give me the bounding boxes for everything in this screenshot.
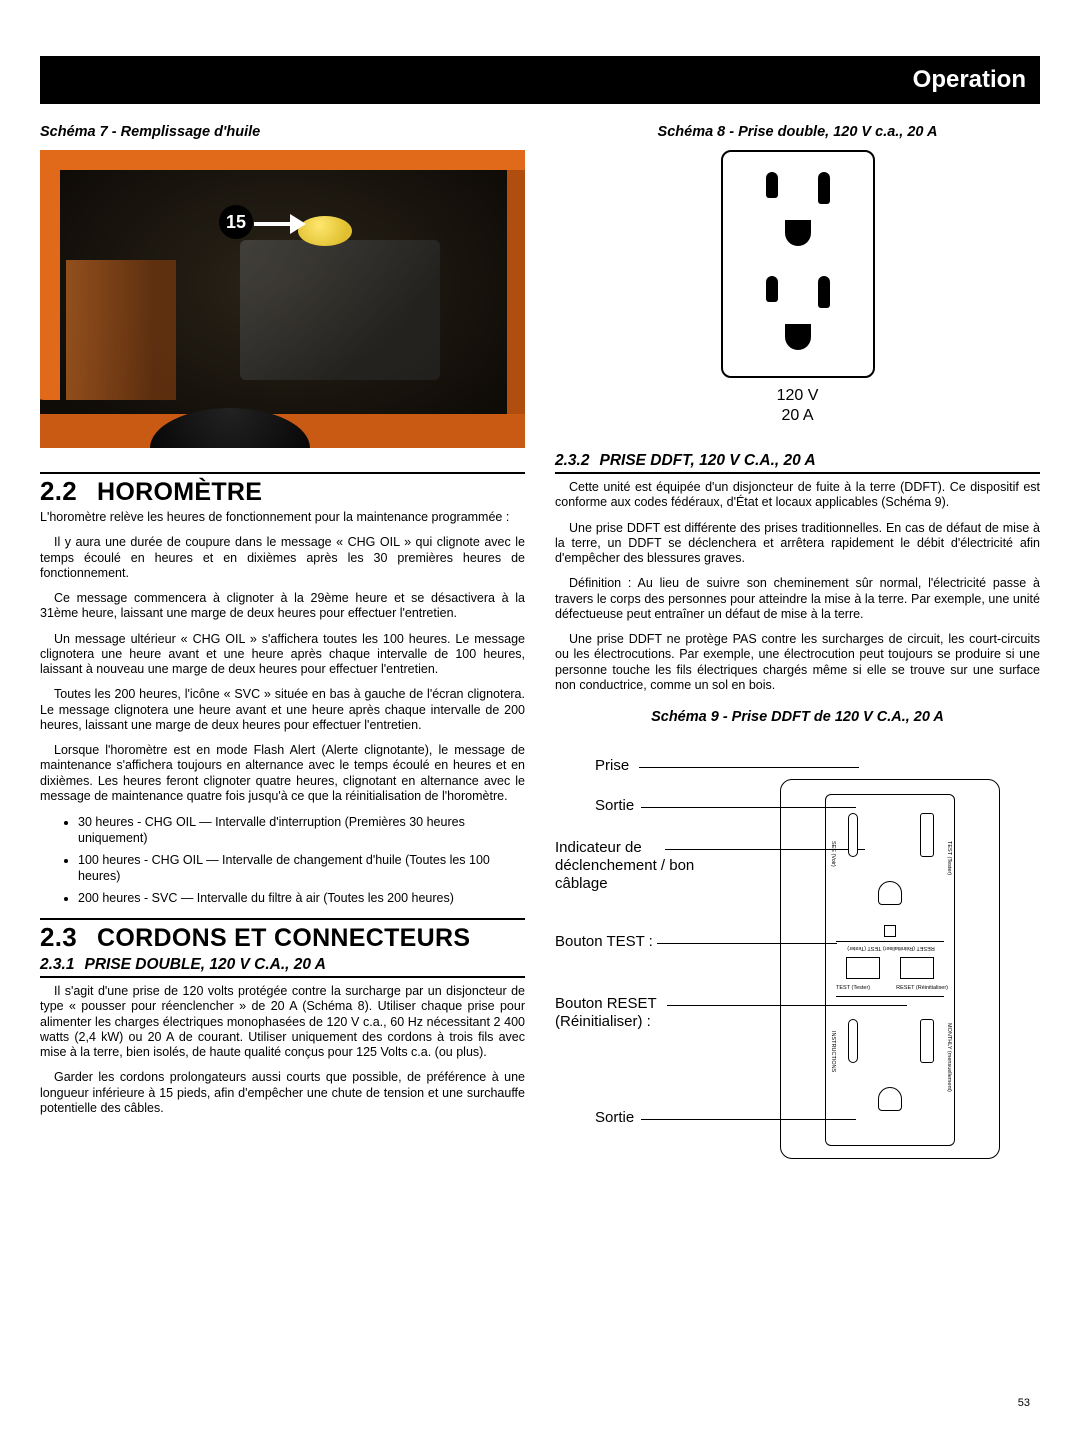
sub-title: PRISE DOUBLE, 120 V C.A., 20 A [84, 956, 325, 974]
para: Une prise DDFT ne protège PAS contre les… [555, 632, 1040, 693]
section-2-2-head: 2.2 HOROMÈTRE [40, 476, 525, 507]
para: Il s'agit d'une prise de 120 volts proté… [40, 984, 525, 1060]
page-number: 53 [1018, 1397, 1030, 1409]
sec-title: CORDONS ET CONNECTEURS [97, 924, 470, 953]
outlet-volts: 120 V [555, 386, 1040, 406]
header-bar: Operation [40, 56, 1040, 104]
section-2-3-head: 2.3 CORDONS ET CONNECTEURS [40, 922, 525, 953]
bullet-list: 30 heures - CHG OIL — Intervalle d'inter… [78, 814, 525, 906]
sub-num: 2.3.1 [40, 956, 74, 974]
tiny-text: SEE (Voir) [830, 841, 836, 867]
bullet-item: 100 heures - CHG OIL — Intervalle de cha… [78, 852, 525, 884]
content-columns: Schéma 7 - Remplissage d'huile 15 2.2 HO… [0, 104, 1080, 1179]
sub-2-3-2-head: 2.3.2 PRISE DDFT, 120 V C.A., 20 A [555, 452, 1040, 470]
sub-title: PRISE DDFT, 120 V C.A., 20 A [599, 452, 815, 470]
tiny-text: TEST (Tester) [836, 985, 870, 991]
sub-2-3-1-head: 2.3.1 PRISE DOUBLE, 120 V C.A., 20 A [40, 956, 525, 974]
para: Garder les cordons prolongateurs aussi c… [40, 1070, 525, 1116]
label-indicator: Indicateur de déclenchement / bon câblag… [555, 839, 695, 893]
sec-num: 2.2 [40, 476, 77, 507]
ddft-diagram: Prise Sortie Indicateur de déclenchement… [555, 739, 1040, 1179]
header-title: Operation [913, 66, 1026, 94]
reset-button [900, 957, 934, 979]
sec-num: 2.3 [40, 922, 77, 953]
para: L'horomètre relève les heures de fonctio… [40, 510, 525, 525]
left-column: Schéma 7 - Remplissage d'huile 15 2.2 HO… [40, 124, 525, 1179]
para: Lorsque l'horomètre est en mode Flash Al… [40, 743, 525, 804]
para: Un message ultérieur « CHG OIL » s'affic… [40, 632, 525, 678]
oil-cap [298, 216, 352, 246]
right-column: Schéma 8 - Prise double, 120 V c.a., 20 … [555, 124, 1040, 1179]
indicator-light [884, 925, 896, 937]
bullet-item: 30 heures - CHG OIL — Intervalle d'inter… [78, 814, 525, 846]
para: Ce message commencera à clignoter à la 2… [40, 591, 525, 622]
callout-15: 15 [219, 205, 253, 239]
fig8-caption: Schéma 8 - Prise double, 120 V c.a., 20 … [555, 124, 1040, 140]
label-test: Bouton TEST : [555, 933, 653, 951]
bullet-item: 200 heures - SVC — Intervalle du filtre … [78, 890, 525, 906]
tiny-text: INSTRUCTIONS [830, 1031, 836, 1072]
para: Définition : Au lieu de suivre son chemi… [555, 576, 1040, 622]
sub-num: 2.3.2 [555, 452, 589, 470]
tiny-text: RESET (Réinitialiser) [896, 985, 948, 991]
fig7-caption: Schéma 7 - Remplissage d'huile [40, 124, 525, 140]
para: Il y aura une durée de coupure dans le m… [40, 535, 525, 581]
fig7-photo: 15 [40, 150, 525, 448]
sec-title: HOROMÈTRE [97, 478, 262, 507]
para: Une prise DDFT est différente des prises… [555, 521, 1040, 567]
outlet-amps: 20 A [555, 406, 1040, 426]
para: Cette unité est équipée d'un disjoncteur… [555, 480, 1040, 511]
tiny-text: RESET (Réinitialiser) TEST (Tester) [828, 945, 954, 951]
outlet-rating: 120 V 20 A [555, 386, 1040, 426]
tiny-text: TEST (Tester) [946, 841, 952, 875]
test-button [846, 957, 880, 979]
label-sortie: Sortie [595, 797, 634, 815]
label-prise: Prise [595, 757, 629, 775]
label-reset: Bouton RESET (Réinitialiser) : [555, 995, 685, 1031]
duplex-outlet-diagram [721, 150, 875, 378]
label-sortie2: Sortie [595, 1109, 634, 1127]
para: Toutes les 200 heures, l'icône « SVC » s… [40, 687, 525, 733]
fig9-caption: Schéma 9 - Prise DDFT de 120 V C.A., 20 … [555, 709, 1040, 725]
tiny-text: MONTHLY (mensuellement) [946, 1023, 952, 1092]
